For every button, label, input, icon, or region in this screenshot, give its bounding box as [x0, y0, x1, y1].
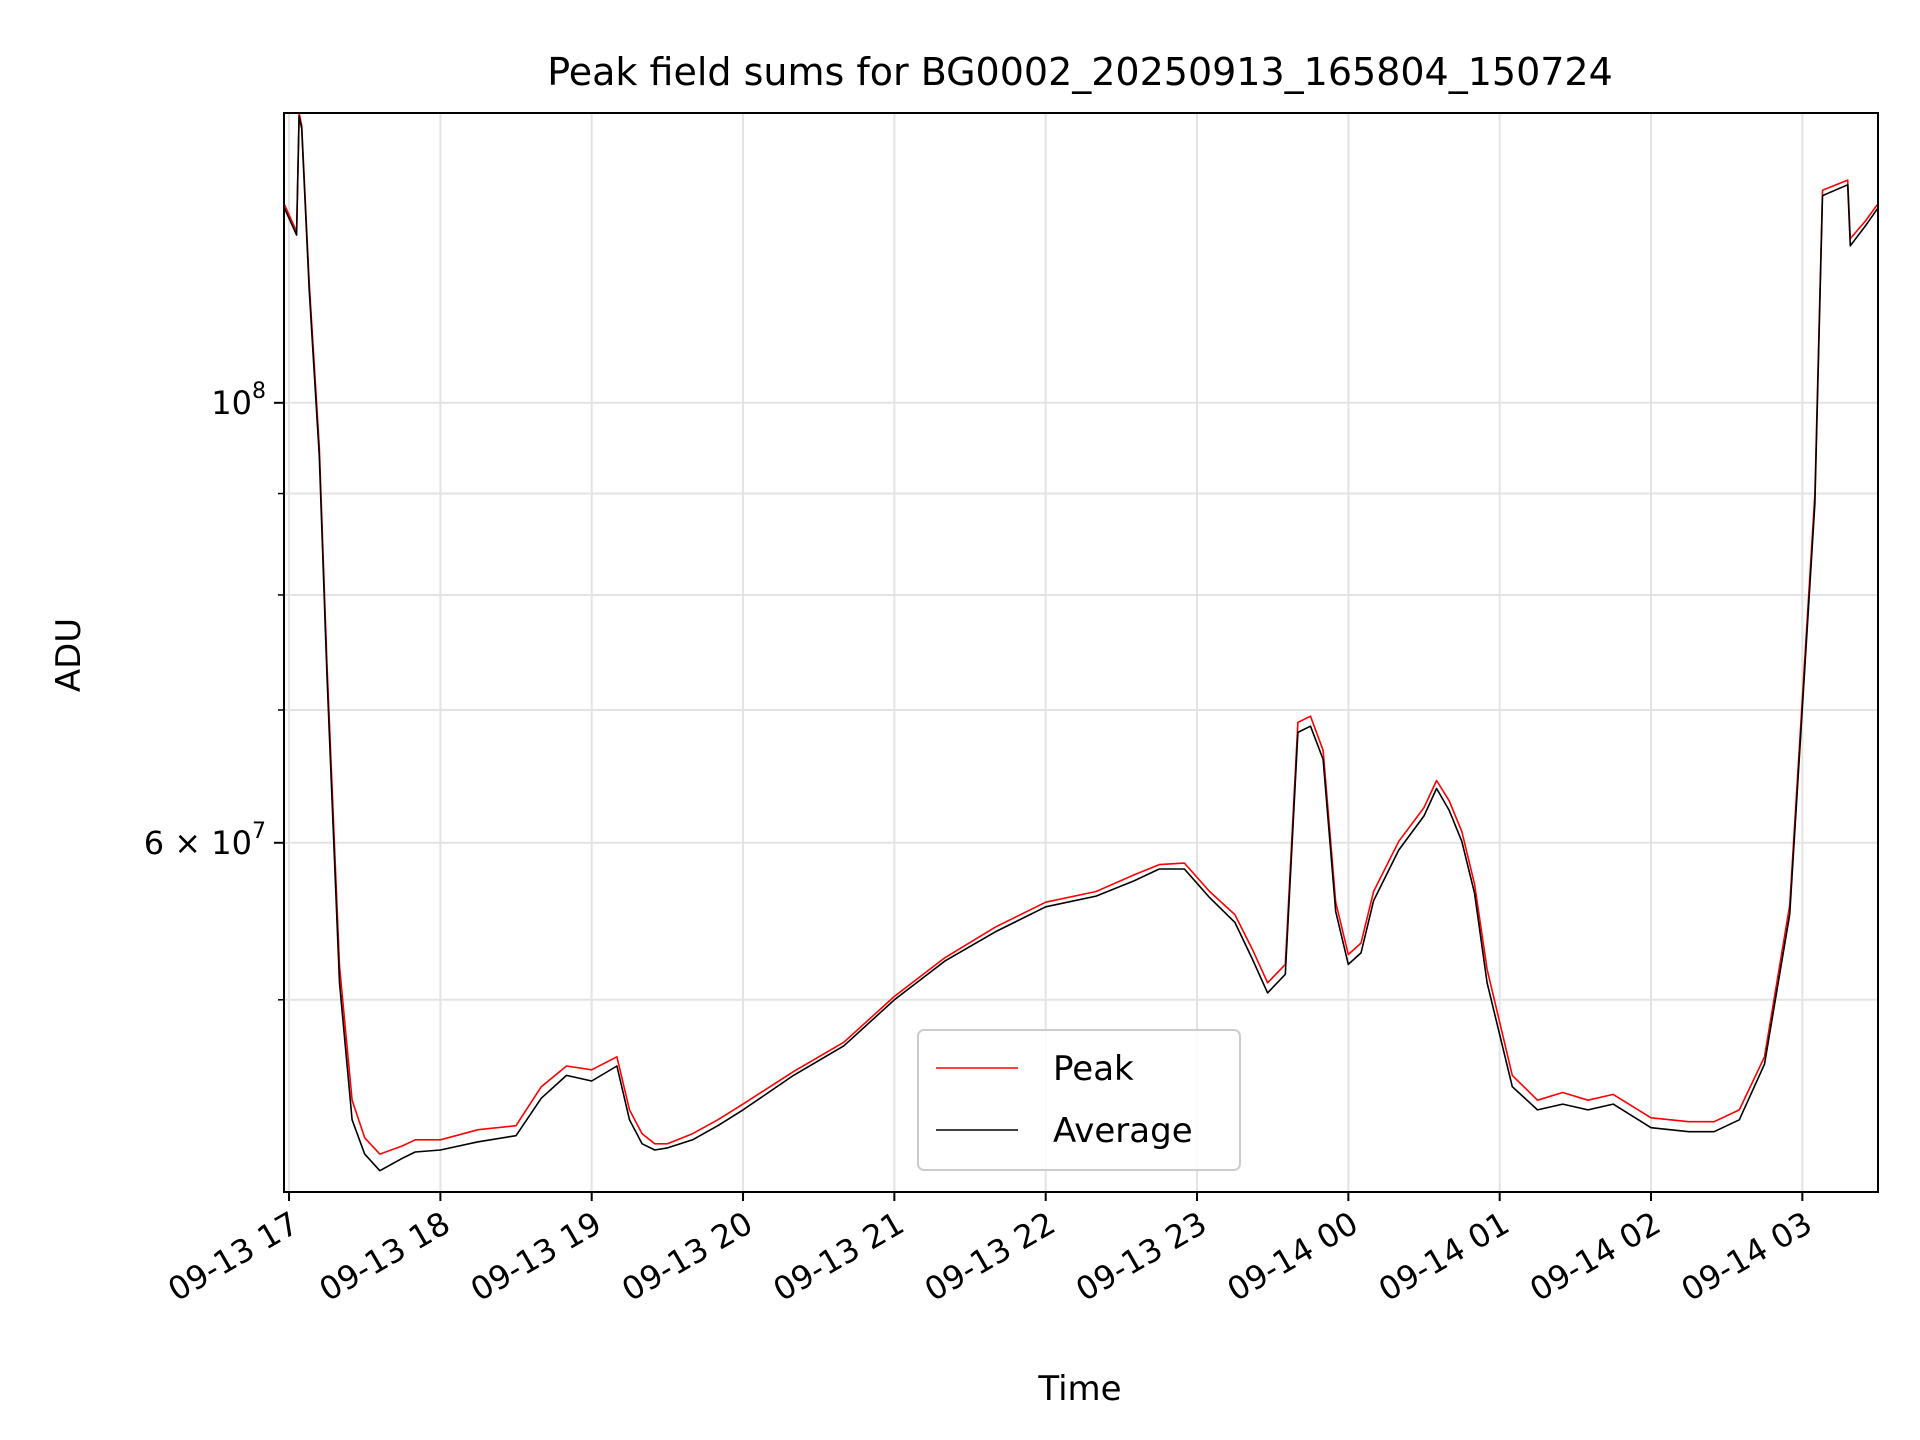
y-tick-label: 108 [211, 379, 266, 422]
y-tick-label-exponent: 8 [252, 379, 266, 404]
legend-box [917, 1029, 1241, 1171]
chart-title: Peak field sums for BG0002_20250913_1658… [547, 50, 1613, 94]
grid [284, 113, 1878, 1192]
legend: Peak Average [917, 1029, 1241, 1171]
y-tick-label-exponent: 7 [252, 819, 266, 844]
y-tick-label: 6 × 107 [144, 819, 266, 862]
plot-frame [283, 112, 1879, 1193]
y-tick-label-base: 6 × 10 [144, 824, 252, 862]
y-axis-label: ADU [49, 618, 89, 692]
y-axis: 108 6 × 107 [144, 379, 284, 1001]
series-line-average [283, 115, 1879, 1172]
legend-label: Average [1053, 1111, 1193, 1151]
x-axis-label: Time [1037, 1369, 1121, 1409]
y-tick-label-base: 10 [211, 384, 252, 422]
legend-label: Peak [1053, 1049, 1134, 1089]
series-group [283, 112, 1879, 1172]
series-line-peak [283, 112, 1879, 1155]
